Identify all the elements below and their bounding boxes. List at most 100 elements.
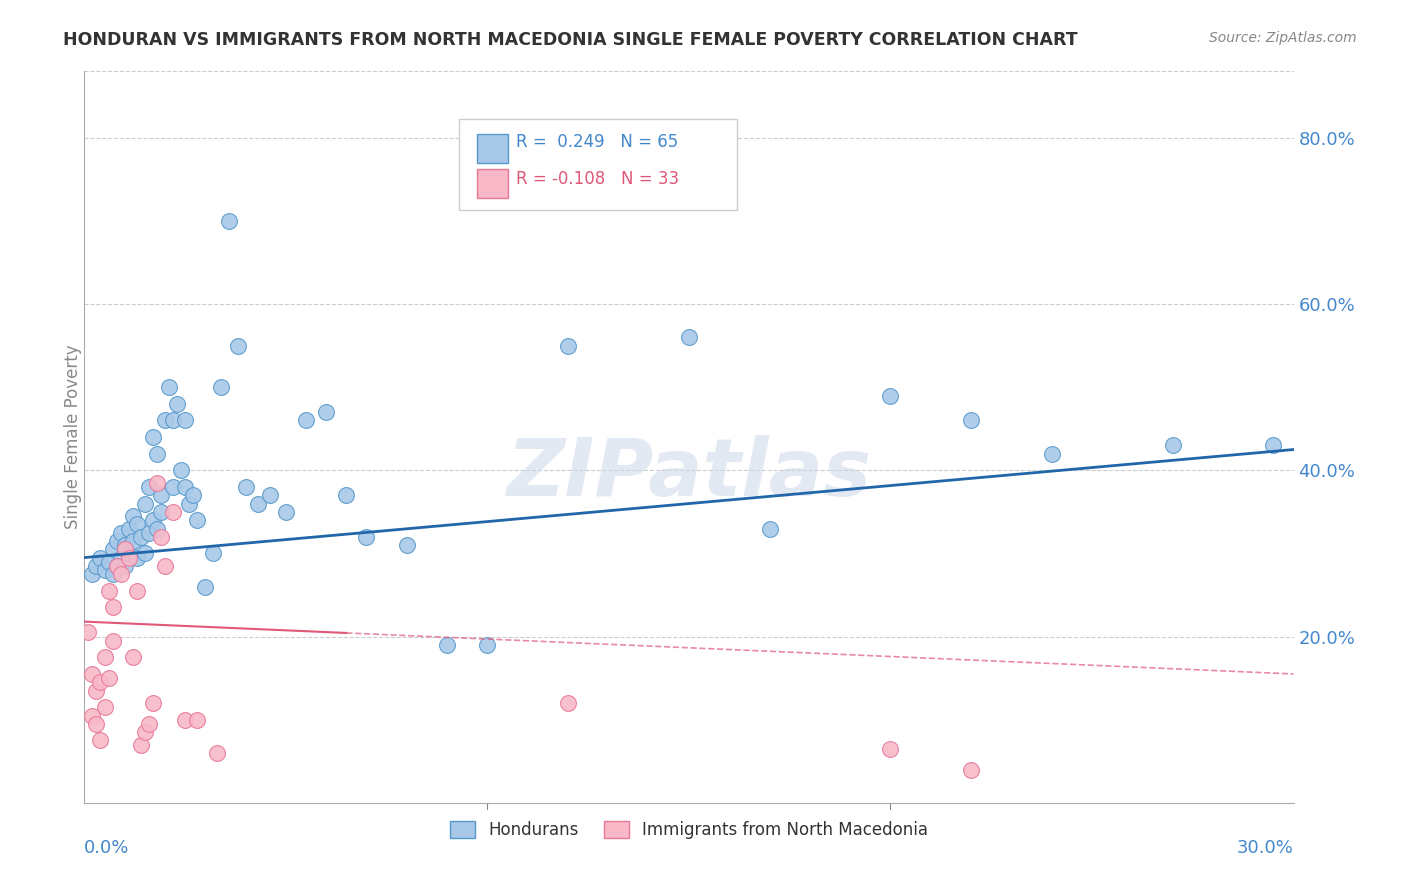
Point <box>89 550 111 565</box>
Point <box>395 538 418 552</box>
Text: 0.0%: 0.0% <box>84 839 129 857</box>
FancyBboxPatch shape <box>460 119 737 211</box>
Point <box>125 583 148 598</box>
Point <box>179 497 201 511</box>
Point <box>149 488 172 502</box>
Point <box>678 330 700 344</box>
Text: ZIPatlas: ZIPatlas <box>506 434 872 513</box>
Point <box>207 746 229 760</box>
Point <box>93 563 115 577</box>
Text: 30.0%: 30.0% <box>1237 839 1294 857</box>
Point <box>105 533 128 548</box>
Point <box>118 521 141 535</box>
Point <box>97 583 120 598</box>
Point <box>202 546 225 560</box>
Point <box>186 713 208 727</box>
Point <box>125 517 148 532</box>
Legend: Hondurans, Immigrants from North Macedonia: Hondurans, Immigrants from North Macedon… <box>443 814 935 846</box>
Point <box>557 338 579 352</box>
Text: Source: ZipAtlas.com: Source: ZipAtlas.com <box>1209 31 1357 45</box>
Point <box>274 505 297 519</box>
Text: R =  0.249   N = 65: R = 0.249 N = 65 <box>516 133 678 152</box>
Point <box>226 338 249 352</box>
Point <box>82 667 104 681</box>
Point <box>879 388 901 402</box>
Point <box>174 413 197 427</box>
Point <box>356 530 378 544</box>
Point <box>118 546 141 560</box>
Text: R = -0.108   N = 33: R = -0.108 N = 33 <box>516 169 679 188</box>
Point <box>259 488 281 502</box>
Point <box>335 488 357 502</box>
Point <box>1161 438 1184 452</box>
Point <box>77 625 100 640</box>
Point <box>86 683 108 698</box>
Point <box>170 463 193 477</box>
Point <box>153 558 176 573</box>
Point <box>142 513 165 527</box>
Point <box>149 505 172 519</box>
FancyBboxPatch shape <box>478 134 508 163</box>
Point <box>295 413 318 427</box>
Point <box>557 696 579 710</box>
Point <box>101 542 124 557</box>
Point <box>162 480 184 494</box>
Point <box>315 405 337 419</box>
Point <box>97 671 120 685</box>
Point <box>110 550 132 565</box>
FancyBboxPatch shape <box>478 169 508 198</box>
Point <box>149 530 172 544</box>
Point <box>218 214 240 228</box>
Point <box>105 558 128 573</box>
Point <box>174 713 197 727</box>
Point <box>101 567 124 582</box>
Point <box>146 447 169 461</box>
Point <box>101 600 124 615</box>
Point <box>125 550 148 565</box>
Point <box>134 497 156 511</box>
Point <box>89 675 111 690</box>
Point <box>162 505 184 519</box>
Point <box>153 413 176 427</box>
Point <box>181 488 204 502</box>
Point <box>209 380 232 394</box>
Point <box>157 380 180 394</box>
Point <box>93 700 115 714</box>
Point <box>186 513 208 527</box>
Point <box>114 542 136 557</box>
Point <box>89 733 111 747</box>
Point <box>146 475 169 490</box>
Text: HONDURAN VS IMMIGRANTS FROM NORTH MACEDONIA SINGLE FEMALE POVERTY CORRELATION CH: HONDURAN VS IMMIGRANTS FROM NORTH MACEDO… <box>63 31 1078 49</box>
Point <box>129 738 152 752</box>
Point <box>960 763 983 777</box>
Point <box>121 509 143 524</box>
Point <box>86 558 108 573</box>
Point <box>86 716 108 731</box>
Point <box>82 708 104 723</box>
Point <box>246 497 269 511</box>
Point <box>138 716 160 731</box>
Point <box>114 558 136 573</box>
Y-axis label: Single Female Poverty: Single Female Poverty <box>65 345 82 529</box>
Point <box>93 650 115 665</box>
Point <box>138 480 160 494</box>
Point <box>105 558 128 573</box>
Point <box>97 555 120 569</box>
Point <box>114 538 136 552</box>
Point <box>477 638 499 652</box>
Point <box>758 521 780 535</box>
Point <box>166 397 188 411</box>
Point <box>138 525 160 540</box>
Point <box>235 480 257 494</box>
Point <box>118 550 141 565</box>
Point <box>879 741 901 756</box>
Point <box>142 696 165 710</box>
Point <box>134 546 156 560</box>
Point <box>121 650 143 665</box>
Point <box>194 580 217 594</box>
Point <box>146 521 169 535</box>
Point <box>436 638 458 652</box>
Point <box>110 567 132 582</box>
Point <box>960 413 983 427</box>
Point <box>82 567 104 582</box>
